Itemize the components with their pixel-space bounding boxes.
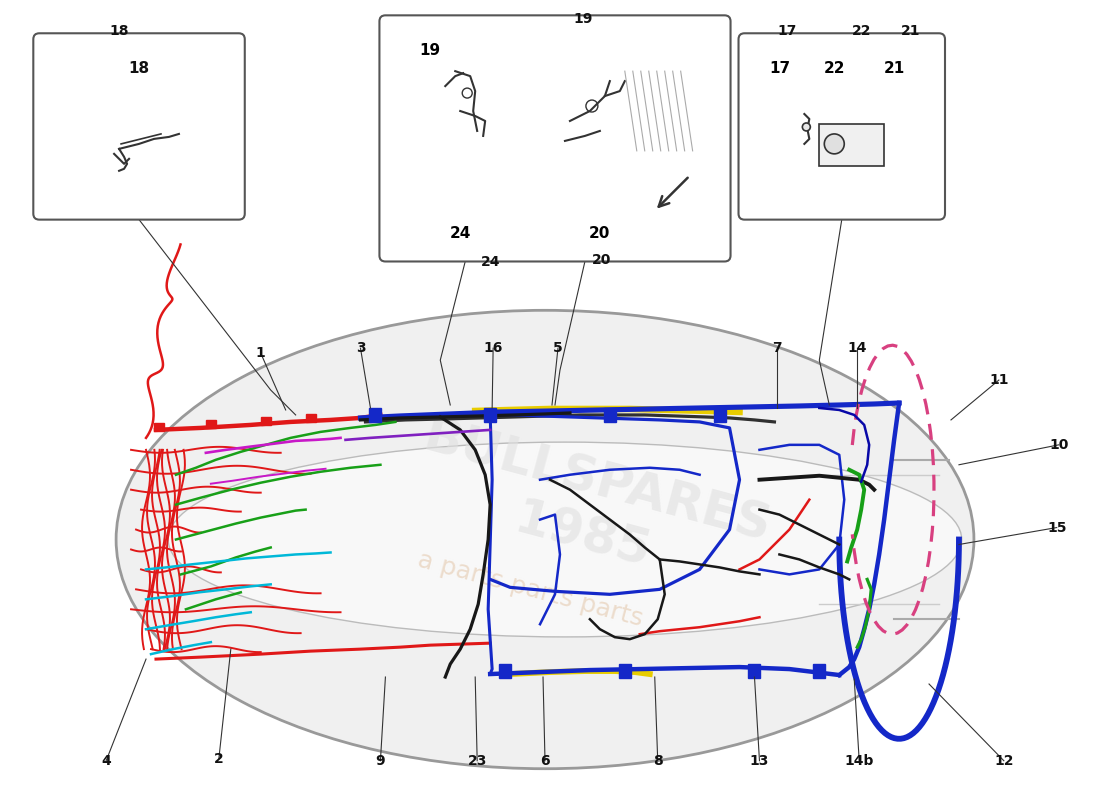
- Text: 10: 10: [1049, 438, 1068, 452]
- Circle shape: [824, 134, 845, 154]
- Text: 23: 23: [468, 754, 487, 768]
- Text: 13: 13: [750, 754, 769, 768]
- Bar: [261, 417, 271, 425]
- Text: 4: 4: [101, 754, 111, 768]
- Bar: [604, 408, 616, 422]
- Bar: [714, 408, 726, 422]
- Circle shape: [802, 123, 811, 131]
- Text: 15: 15: [1047, 521, 1067, 534]
- Ellipse shape: [168, 442, 961, 637]
- Bar: [306, 414, 316, 422]
- Text: 24: 24: [450, 226, 471, 241]
- Text: 1: 1: [256, 346, 265, 360]
- Text: 22: 22: [851, 24, 871, 38]
- Text: 8: 8: [653, 754, 662, 768]
- Text: 6: 6: [540, 754, 550, 768]
- Bar: [484, 408, 496, 422]
- Bar: [619, 664, 630, 678]
- Text: 21: 21: [901, 24, 921, 38]
- Text: 21: 21: [883, 61, 905, 76]
- FancyBboxPatch shape: [738, 34, 945, 220]
- Ellipse shape: [117, 310, 974, 769]
- Bar: [499, 664, 512, 678]
- Text: 20: 20: [590, 226, 610, 241]
- Text: a parts parts parts: a parts parts parts: [415, 548, 646, 631]
- FancyBboxPatch shape: [33, 34, 245, 220]
- Text: 14: 14: [847, 341, 867, 355]
- Text: 17: 17: [769, 61, 790, 76]
- Bar: [820, 124, 884, 166]
- Text: 2: 2: [214, 752, 223, 766]
- Text: 9: 9: [375, 754, 385, 768]
- Bar: [370, 408, 382, 422]
- Bar: [206, 420, 216, 428]
- Bar: [748, 664, 760, 678]
- Text: 24: 24: [481, 255, 499, 270]
- Text: BULLSPARES
1985: BULLSPARES 1985: [404, 414, 777, 606]
- Bar: [154, 423, 164, 431]
- Text: 7: 7: [772, 341, 782, 355]
- FancyBboxPatch shape: [379, 15, 730, 262]
- Text: 11: 11: [989, 373, 1009, 387]
- Text: 14b: 14b: [845, 754, 873, 768]
- Text: 16: 16: [484, 341, 503, 355]
- Text: 17: 17: [778, 24, 798, 38]
- Text: 18: 18: [129, 61, 150, 76]
- Text: 3: 3: [355, 341, 365, 355]
- Text: 19: 19: [420, 43, 441, 58]
- Text: 18: 18: [109, 24, 129, 38]
- Text: 20: 20: [592, 254, 612, 267]
- Text: 12: 12: [994, 754, 1013, 768]
- Bar: [813, 664, 825, 678]
- Text: 19: 19: [573, 12, 593, 26]
- Text: 5: 5: [553, 341, 563, 355]
- Text: 22: 22: [824, 61, 845, 76]
